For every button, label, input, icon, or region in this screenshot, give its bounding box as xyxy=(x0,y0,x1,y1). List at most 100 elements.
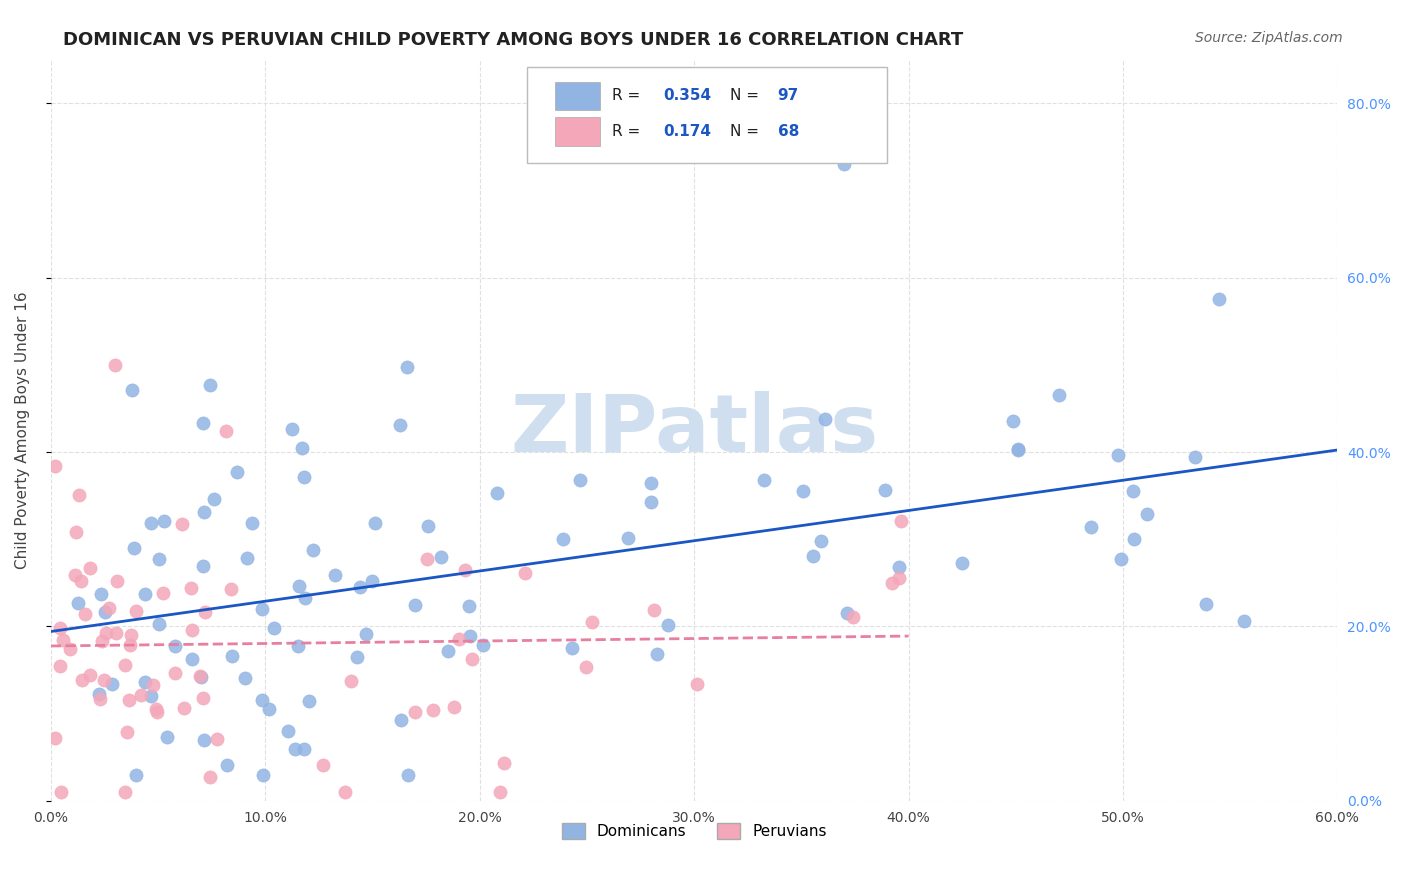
Point xyxy=(1195,598,1218,612)
Point xyxy=(79,561,101,575)
Point xyxy=(346,650,368,665)
Point xyxy=(139,689,162,703)
Point xyxy=(194,605,217,619)
Point xyxy=(1001,414,1024,428)
Point xyxy=(193,505,215,519)
Point xyxy=(163,639,186,653)
Point xyxy=(75,607,97,621)
Point xyxy=(311,758,333,772)
Point xyxy=(193,690,215,705)
Text: 68: 68 xyxy=(778,124,799,139)
Point xyxy=(198,770,221,784)
Point xyxy=(79,668,101,682)
Point xyxy=(457,599,479,614)
Point xyxy=(190,669,212,683)
Point xyxy=(236,550,259,565)
Point xyxy=(89,692,111,706)
Point xyxy=(67,488,90,502)
Point xyxy=(1007,442,1029,456)
Point xyxy=(49,621,72,635)
Point xyxy=(405,705,427,719)
Point xyxy=(569,473,592,487)
Point xyxy=(93,673,115,687)
Point xyxy=(104,626,127,640)
Point xyxy=(472,638,495,652)
Point xyxy=(198,378,221,392)
Point xyxy=(340,673,363,688)
FancyBboxPatch shape xyxy=(527,67,887,163)
Point xyxy=(90,587,112,601)
Point xyxy=(263,621,285,635)
Point xyxy=(97,601,120,615)
Point xyxy=(125,768,148,782)
Y-axis label: Child Poverty Among Boys Under 16: Child Poverty Among Boys Under 16 xyxy=(15,292,30,569)
Point xyxy=(643,603,665,617)
Point xyxy=(488,785,510,799)
Point xyxy=(44,458,66,473)
Point xyxy=(105,574,128,588)
Point xyxy=(458,629,481,643)
Point xyxy=(291,442,314,456)
Point xyxy=(575,659,598,673)
Point xyxy=(323,568,346,582)
Point xyxy=(59,642,82,657)
Text: 0.354: 0.354 xyxy=(664,88,711,103)
Point xyxy=(561,640,583,655)
Point xyxy=(114,785,136,799)
Point xyxy=(1080,520,1102,534)
Point xyxy=(173,701,195,715)
Point xyxy=(118,638,141,652)
Point xyxy=(1184,450,1206,465)
Point xyxy=(363,516,385,531)
Point xyxy=(1049,388,1071,402)
Point xyxy=(240,516,263,530)
Point xyxy=(395,359,418,374)
Point xyxy=(404,598,426,612)
Point xyxy=(193,732,215,747)
Point xyxy=(361,574,384,588)
Point xyxy=(882,576,904,591)
Point xyxy=(1136,507,1159,521)
Point xyxy=(90,634,112,648)
Point xyxy=(70,574,93,589)
Point xyxy=(221,649,243,664)
Point xyxy=(429,550,451,565)
Point xyxy=(134,587,156,601)
Point xyxy=(115,725,138,739)
Point xyxy=(287,579,309,593)
Point xyxy=(152,585,174,599)
Point xyxy=(454,563,477,577)
Point xyxy=(875,483,897,497)
Point xyxy=(754,473,776,487)
Point xyxy=(252,768,274,782)
Point xyxy=(437,644,460,658)
Bar xyxy=(555,118,600,145)
Text: N =: N = xyxy=(730,88,763,103)
Point xyxy=(1122,484,1144,499)
Text: N =: N = xyxy=(730,124,763,139)
Point xyxy=(832,157,855,171)
Point xyxy=(217,757,239,772)
Text: 97: 97 xyxy=(778,88,799,103)
Point xyxy=(494,756,516,770)
Point xyxy=(349,580,371,594)
Point xyxy=(302,542,325,557)
Text: R =: R = xyxy=(612,124,645,139)
Point xyxy=(1107,448,1129,462)
Point xyxy=(193,416,215,430)
Point xyxy=(153,514,176,528)
Point xyxy=(188,669,211,683)
Point xyxy=(616,531,638,545)
Point xyxy=(294,591,316,605)
Point xyxy=(297,694,319,708)
Point xyxy=(165,665,187,680)
Point xyxy=(114,658,136,673)
Point xyxy=(65,524,87,539)
Point xyxy=(235,671,257,685)
Point xyxy=(180,582,202,596)
Point xyxy=(49,658,72,673)
Point xyxy=(287,639,309,653)
Text: 0.174: 0.174 xyxy=(664,124,711,139)
Point xyxy=(89,687,111,701)
Point xyxy=(250,602,273,616)
